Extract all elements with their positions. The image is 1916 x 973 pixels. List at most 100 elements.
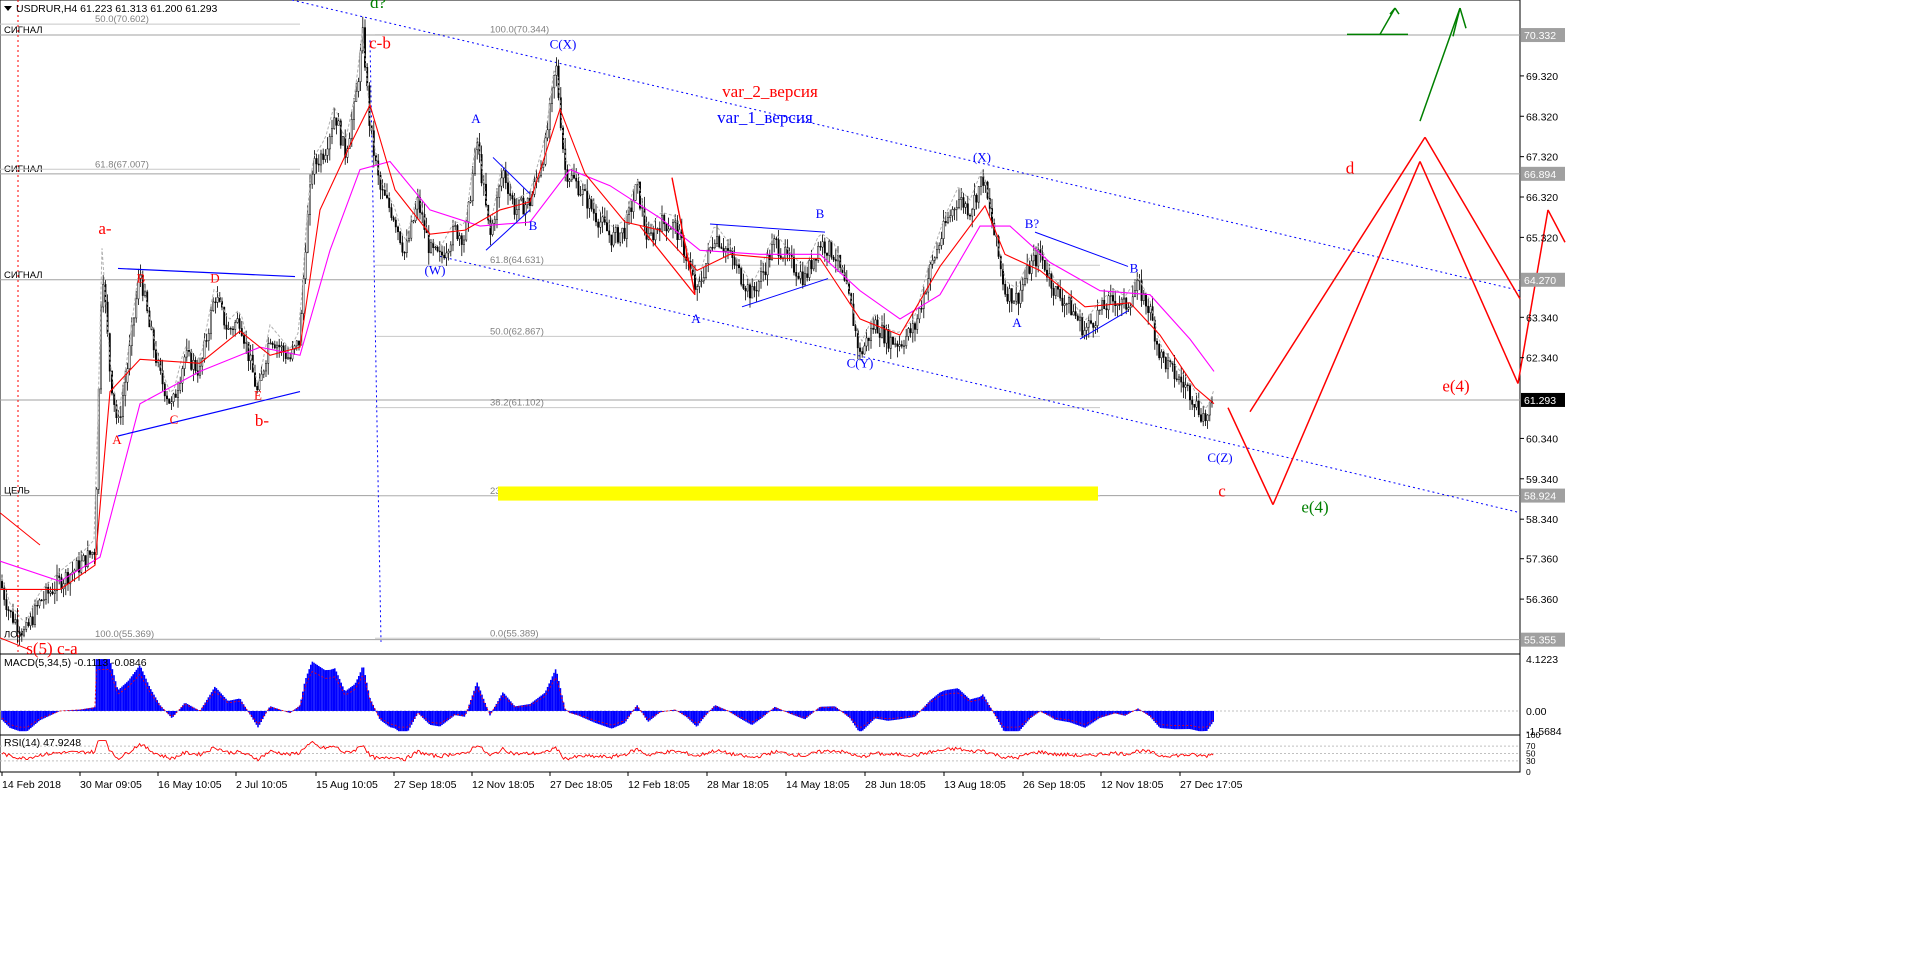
candle-body (443, 254, 446, 259)
candle-body (548, 103, 551, 131)
candle-body (1145, 293, 1147, 307)
green-arrow-head-b (1459, 7, 1467, 29)
candle-body (757, 281, 760, 292)
candle-body (185, 349, 188, 358)
candle-body (938, 245, 941, 250)
candle-body (1206, 414, 1209, 422)
dropdown-triangle-icon[interactable] (4, 6, 12, 11)
candle-body (212, 301, 215, 311)
green-arrow-line (1419, 7, 1461, 122)
candle-body (67, 572, 69, 585)
candle-body (507, 182, 509, 194)
candle-body (315, 158, 318, 165)
time-tick-label: 27 Dec 17:05 (1180, 779, 1243, 791)
candle-body (137, 278, 140, 300)
candle-body (1039, 249, 1042, 255)
candle-body (342, 136, 344, 146)
candle-body (38, 599, 41, 606)
candle-body (287, 357, 289, 359)
candle-body (438, 250, 441, 253)
vertical-dotted-line (369, 40, 382, 642)
candle-body (1083, 330, 1086, 336)
candle-body (872, 327, 875, 330)
candle-body (350, 119, 353, 139)
candle-body (91, 552, 94, 555)
candle-body (20, 633, 23, 636)
candle-body (500, 177, 503, 187)
candle-body (742, 283, 745, 289)
candle-body (1079, 316, 1081, 321)
candle-body (1169, 360, 1172, 362)
rsi-line (1, 740, 1214, 762)
candle-body (331, 128, 333, 137)
candle-body (564, 148, 567, 170)
candle-body (214, 301, 217, 303)
candle-body (894, 343, 897, 345)
candle-body (9, 610, 12, 613)
candle-body (1173, 363, 1176, 380)
candle-body (599, 221, 602, 228)
price-tag-bg (1521, 28, 1565, 43)
candle-body (777, 239, 780, 257)
candle-body (364, 27, 366, 68)
candle-body (135, 298, 138, 319)
triangle2-upper-line (709, 223, 826, 233)
candle-body (1015, 292, 1018, 302)
candle-body (729, 250, 732, 252)
wave-label-blue: A (471, 111, 481, 126)
candle-body (51, 591, 54, 594)
candle-body (905, 336, 908, 347)
candle-body (256, 386, 259, 391)
candle-body (509, 193, 512, 196)
candle-body (892, 336, 894, 345)
candle-body (885, 329, 888, 344)
candle-body (1, 581, 3, 589)
wave-label-red: var_2_версия (722, 82, 818, 101)
candle-body (326, 148, 329, 156)
candle-body (614, 227, 617, 233)
candle-body (194, 359, 197, 371)
candle-body (56, 575, 58, 592)
time-tick-label: 27 Sep 18:05 (394, 779, 457, 791)
candle-body (914, 323, 916, 330)
green-small-arrow-head (1389, 7, 1396, 15)
candle-body (760, 271, 762, 282)
candle-body (3, 587, 6, 600)
red-leg-1 (671, 177, 696, 295)
fibo-right-label: 0.0(55.389) (490, 628, 539, 639)
candle-body (1195, 400, 1198, 408)
candle-body (476, 142, 479, 151)
candle-body (280, 345, 283, 348)
time-tick-label: 28 Mar 18:05 (707, 779, 769, 791)
candle-body (251, 354, 254, 373)
candle-body (964, 203, 967, 208)
price-tag-bg (1521, 272, 1565, 287)
candle-body (1037, 249, 1040, 267)
candle-body (676, 220, 679, 240)
green-small-arrow (1379, 7, 1396, 35)
channel-layer (17, 0, 1521, 654)
candle-body (456, 225, 459, 240)
candle-body (812, 259, 815, 270)
candle-body (852, 303, 855, 326)
projection-up-d (1272, 161, 1421, 505)
projection-down-c (1227, 407, 1274, 505)
triangle-lower-line (117, 391, 301, 437)
moving-averages-layer (0, 103, 1215, 590)
candle-body (465, 221, 468, 241)
candle-body (883, 324, 886, 344)
candle-body (421, 212, 424, 215)
candle-body (1063, 303, 1066, 306)
rsi-tick-label: 30 (1526, 756, 1536, 766)
candle-body (1175, 378, 1178, 380)
wave-label-red: a- (98, 219, 112, 238)
candle-body (553, 75, 556, 89)
candle-body (304, 251, 307, 280)
candle-body (1057, 286, 1059, 290)
candle-body (155, 349, 157, 363)
candle-body (359, 50, 362, 82)
left-red-slope2 (0, 637, 31, 651)
candle-body (867, 337, 870, 341)
level-label: ЛОУ (4, 630, 24, 641)
candle-body (669, 228, 672, 230)
